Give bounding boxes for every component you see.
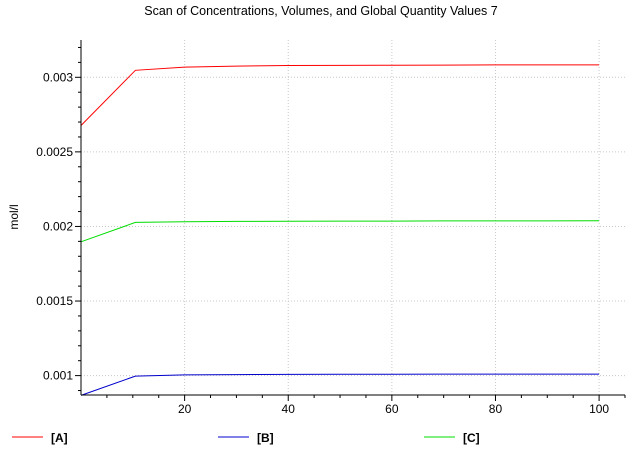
legend-label: [C] (463, 431, 480, 445)
legend-label: [B] (257, 431, 274, 445)
series-line (80, 373, 600, 396)
x-tick-label: 100 (589, 402, 609, 416)
x-tick-label: 60 (385, 402, 399, 416)
y-tick-label: 0.002 (43, 219, 73, 233)
y-axis-label: mol/l (7, 204, 21, 229)
legend: [A] [B] [C] (12, 431, 480, 445)
series-line (80, 220, 600, 243)
x-tick-label: 40 (282, 402, 296, 416)
series-lines (80, 64, 600, 396)
y-tick-label: 0.0025 (36, 145, 73, 159)
grid-lines (81, 40, 625, 395)
y-tick-label: 0.001 (43, 369, 73, 383)
chart-title: Scan of Concentrations, Volumes, and Glo… (144, 4, 497, 18)
legend-label: [A] (51, 431, 68, 445)
axes (75, 40, 626, 401)
x-tick-label: 80 (489, 402, 503, 416)
y-tick-label: 0.0015 (36, 294, 73, 308)
x-tick-label: 20 (178, 402, 192, 416)
y-tick-label: 0.003 (43, 70, 73, 84)
series-line (80, 64, 600, 126)
tick-labels: 20 40 60 80 100 0.001 0.0015 0.002 0.0025 0.003 (36, 70, 609, 416)
